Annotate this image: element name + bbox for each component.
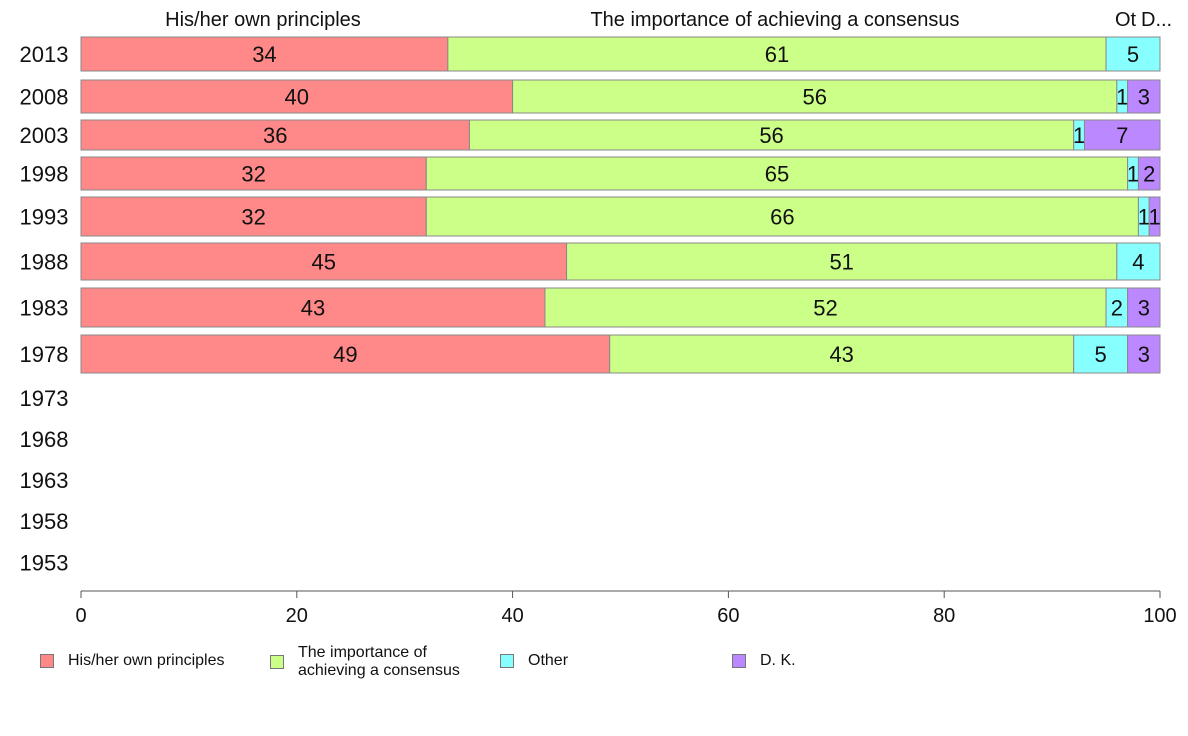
legend-item-own-principles: His/her own principles xyxy=(40,652,225,670)
bar-label-2008-other: 1 xyxy=(1116,85,1128,110)
bar-1988-own-principles xyxy=(80,242,568,281)
year-label-1968: 1968 xyxy=(20,427,69,452)
bar-label-2008-consensus: 56 xyxy=(802,85,826,110)
bar-1978-other xyxy=(1073,334,1129,374)
legend-label-dk: D. K. xyxy=(760,652,796,669)
bar-label-1983-own-principles: 43 xyxy=(301,296,325,321)
stacked-bar-chart: His/her own principles The importance of … xyxy=(20,9,1177,627)
bar-label-2003-other: 1 xyxy=(1073,123,1085,148)
bar-label-1988-consensus: 51 xyxy=(829,250,853,275)
legend-swatch-other xyxy=(500,654,514,668)
bar-label-1978-own-principles: 49 xyxy=(333,342,357,367)
year-label-2013: 2013 xyxy=(20,42,69,67)
bar-label-1988-own-principles: 45 xyxy=(312,250,336,275)
year-label-1983: 1983 xyxy=(20,296,69,321)
bar-label-1993-other: 1 xyxy=(1138,205,1150,230)
bar-label-1993-consensus: 66 xyxy=(770,205,794,230)
bar-label-1983-other: 2 xyxy=(1111,296,1123,321)
bar-1998-dk xyxy=(1137,156,1161,191)
bar-1988-other xyxy=(1116,242,1161,281)
header-other: Ot xyxy=(1115,9,1137,31)
bar-label-2013-own-principles: 34 xyxy=(252,42,276,67)
bar-1988-consensus xyxy=(566,242,1118,281)
bar-label-2003-consensus: 56 xyxy=(759,123,783,148)
year-label-1953: 1953 xyxy=(20,551,69,576)
bar-1993-own-principles xyxy=(80,196,427,237)
bar-label-1998-own-principles: 32 xyxy=(241,162,265,187)
legend-swatch-own-principles xyxy=(40,654,54,668)
bar-2003-dk xyxy=(1083,119,1161,151)
bar-label-1988-other: 4 xyxy=(1132,250,1144,275)
bar-1993-consensus xyxy=(425,196,1139,237)
bar-label-1993-dk: 1 xyxy=(1148,205,1160,230)
bar-label-1998-other: 1 xyxy=(1127,162,1139,187)
x-tick-label-20: 20 xyxy=(286,605,308,627)
bar-2003-consensus xyxy=(468,119,1075,151)
bar-label-1998-consensus: 65 xyxy=(765,162,789,187)
x-tick-label-60: 60 xyxy=(717,605,739,627)
bar-label-1978-dk: 3 xyxy=(1138,342,1150,367)
x-tick-label-0: 0 xyxy=(75,605,86,627)
bar-label-1993-own-principles: 32 xyxy=(241,205,265,230)
header-dk: D... xyxy=(1141,9,1172,31)
header-consensus: The importance of achieving a consensus xyxy=(590,9,959,31)
legend-label-consensus: The importance of achieving a consensus xyxy=(298,644,460,679)
bar-label-2008-own-principles: 40 xyxy=(285,85,309,110)
x-tick-label-100: 100 xyxy=(1143,605,1176,627)
bar-1978-consensus xyxy=(609,334,1075,374)
bar-1978-own-principles xyxy=(80,334,611,374)
series-header-labels: His/her own principles The importance of … xyxy=(165,9,1172,31)
bar-2013-consensus xyxy=(447,36,1107,72)
bar-label-1998-dk: 2 xyxy=(1143,162,1155,187)
year-label-1993: 1993 xyxy=(20,205,69,230)
year-label-1998: 1998 xyxy=(20,162,69,187)
x-axis: 0 20 40 60 80 100 xyxy=(75,590,1177,627)
bar-label-2013-consensus: 61 xyxy=(765,42,789,67)
bar-2013-own-principles xyxy=(80,36,449,72)
bar-1983-consensus xyxy=(544,287,1107,328)
bar-label-2003-dk: 7 xyxy=(1116,123,1128,148)
header-own-principles: His/her own principles xyxy=(165,9,361,31)
legend-label-own-principles: His/her own principles xyxy=(68,652,225,669)
year-label-1988: 1988 xyxy=(20,250,69,275)
year-label-1958: 1958 xyxy=(20,509,69,534)
legend-item-dk: D. K. xyxy=(732,652,796,670)
bar-1983-dk xyxy=(1127,287,1161,328)
legend-swatch-consensus xyxy=(270,655,284,669)
legend-label-other: Other xyxy=(528,652,569,669)
bar-2008-dk xyxy=(1127,79,1161,114)
bar-1978-dk xyxy=(1127,334,1161,374)
legend-item-consensus: The importance of achieving a consensus xyxy=(270,644,460,680)
bar-1983-own-principles xyxy=(80,287,546,328)
bar-label-1983-dk: 3 xyxy=(1138,296,1150,321)
bar-label-1983-consensus: 52 xyxy=(813,296,837,321)
bar-label-2013-other: 5 xyxy=(1127,42,1139,67)
legend-swatch-dk xyxy=(732,654,746,668)
bar-2013-other xyxy=(1105,36,1161,72)
x-tick-label-80: 80 xyxy=(933,605,955,627)
bar-1993-dk xyxy=(1148,196,1161,237)
year-label-1963: 1963 xyxy=(20,468,69,493)
year-label-1973: 1973 xyxy=(20,386,69,411)
bar-label-2008-dk: 3 xyxy=(1138,85,1150,110)
legend-item-other: Other xyxy=(500,652,568,670)
bar-2008-consensus xyxy=(512,79,1118,114)
year-label-1978: 1978 xyxy=(20,342,69,367)
year-label-2008: 2008 xyxy=(20,85,69,110)
legend: His/her own principles The importance of… xyxy=(0,644,1188,694)
year-label-2003: 2003 xyxy=(20,123,69,148)
bar-label-1978-consensus: 43 xyxy=(829,342,853,367)
bar-label-1978-other: 5 xyxy=(1095,342,1107,367)
bar-1998-consensus xyxy=(425,156,1129,191)
bar-label-2003-own-principles: 36 xyxy=(263,123,287,148)
x-tick-label-40: 40 xyxy=(501,605,523,627)
bar-2003-own-principles xyxy=(80,119,470,151)
year-axis-labels: 2013 2008 2003 1998 1993 1988 1983 1978 1973 1968… xyxy=(20,42,69,576)
